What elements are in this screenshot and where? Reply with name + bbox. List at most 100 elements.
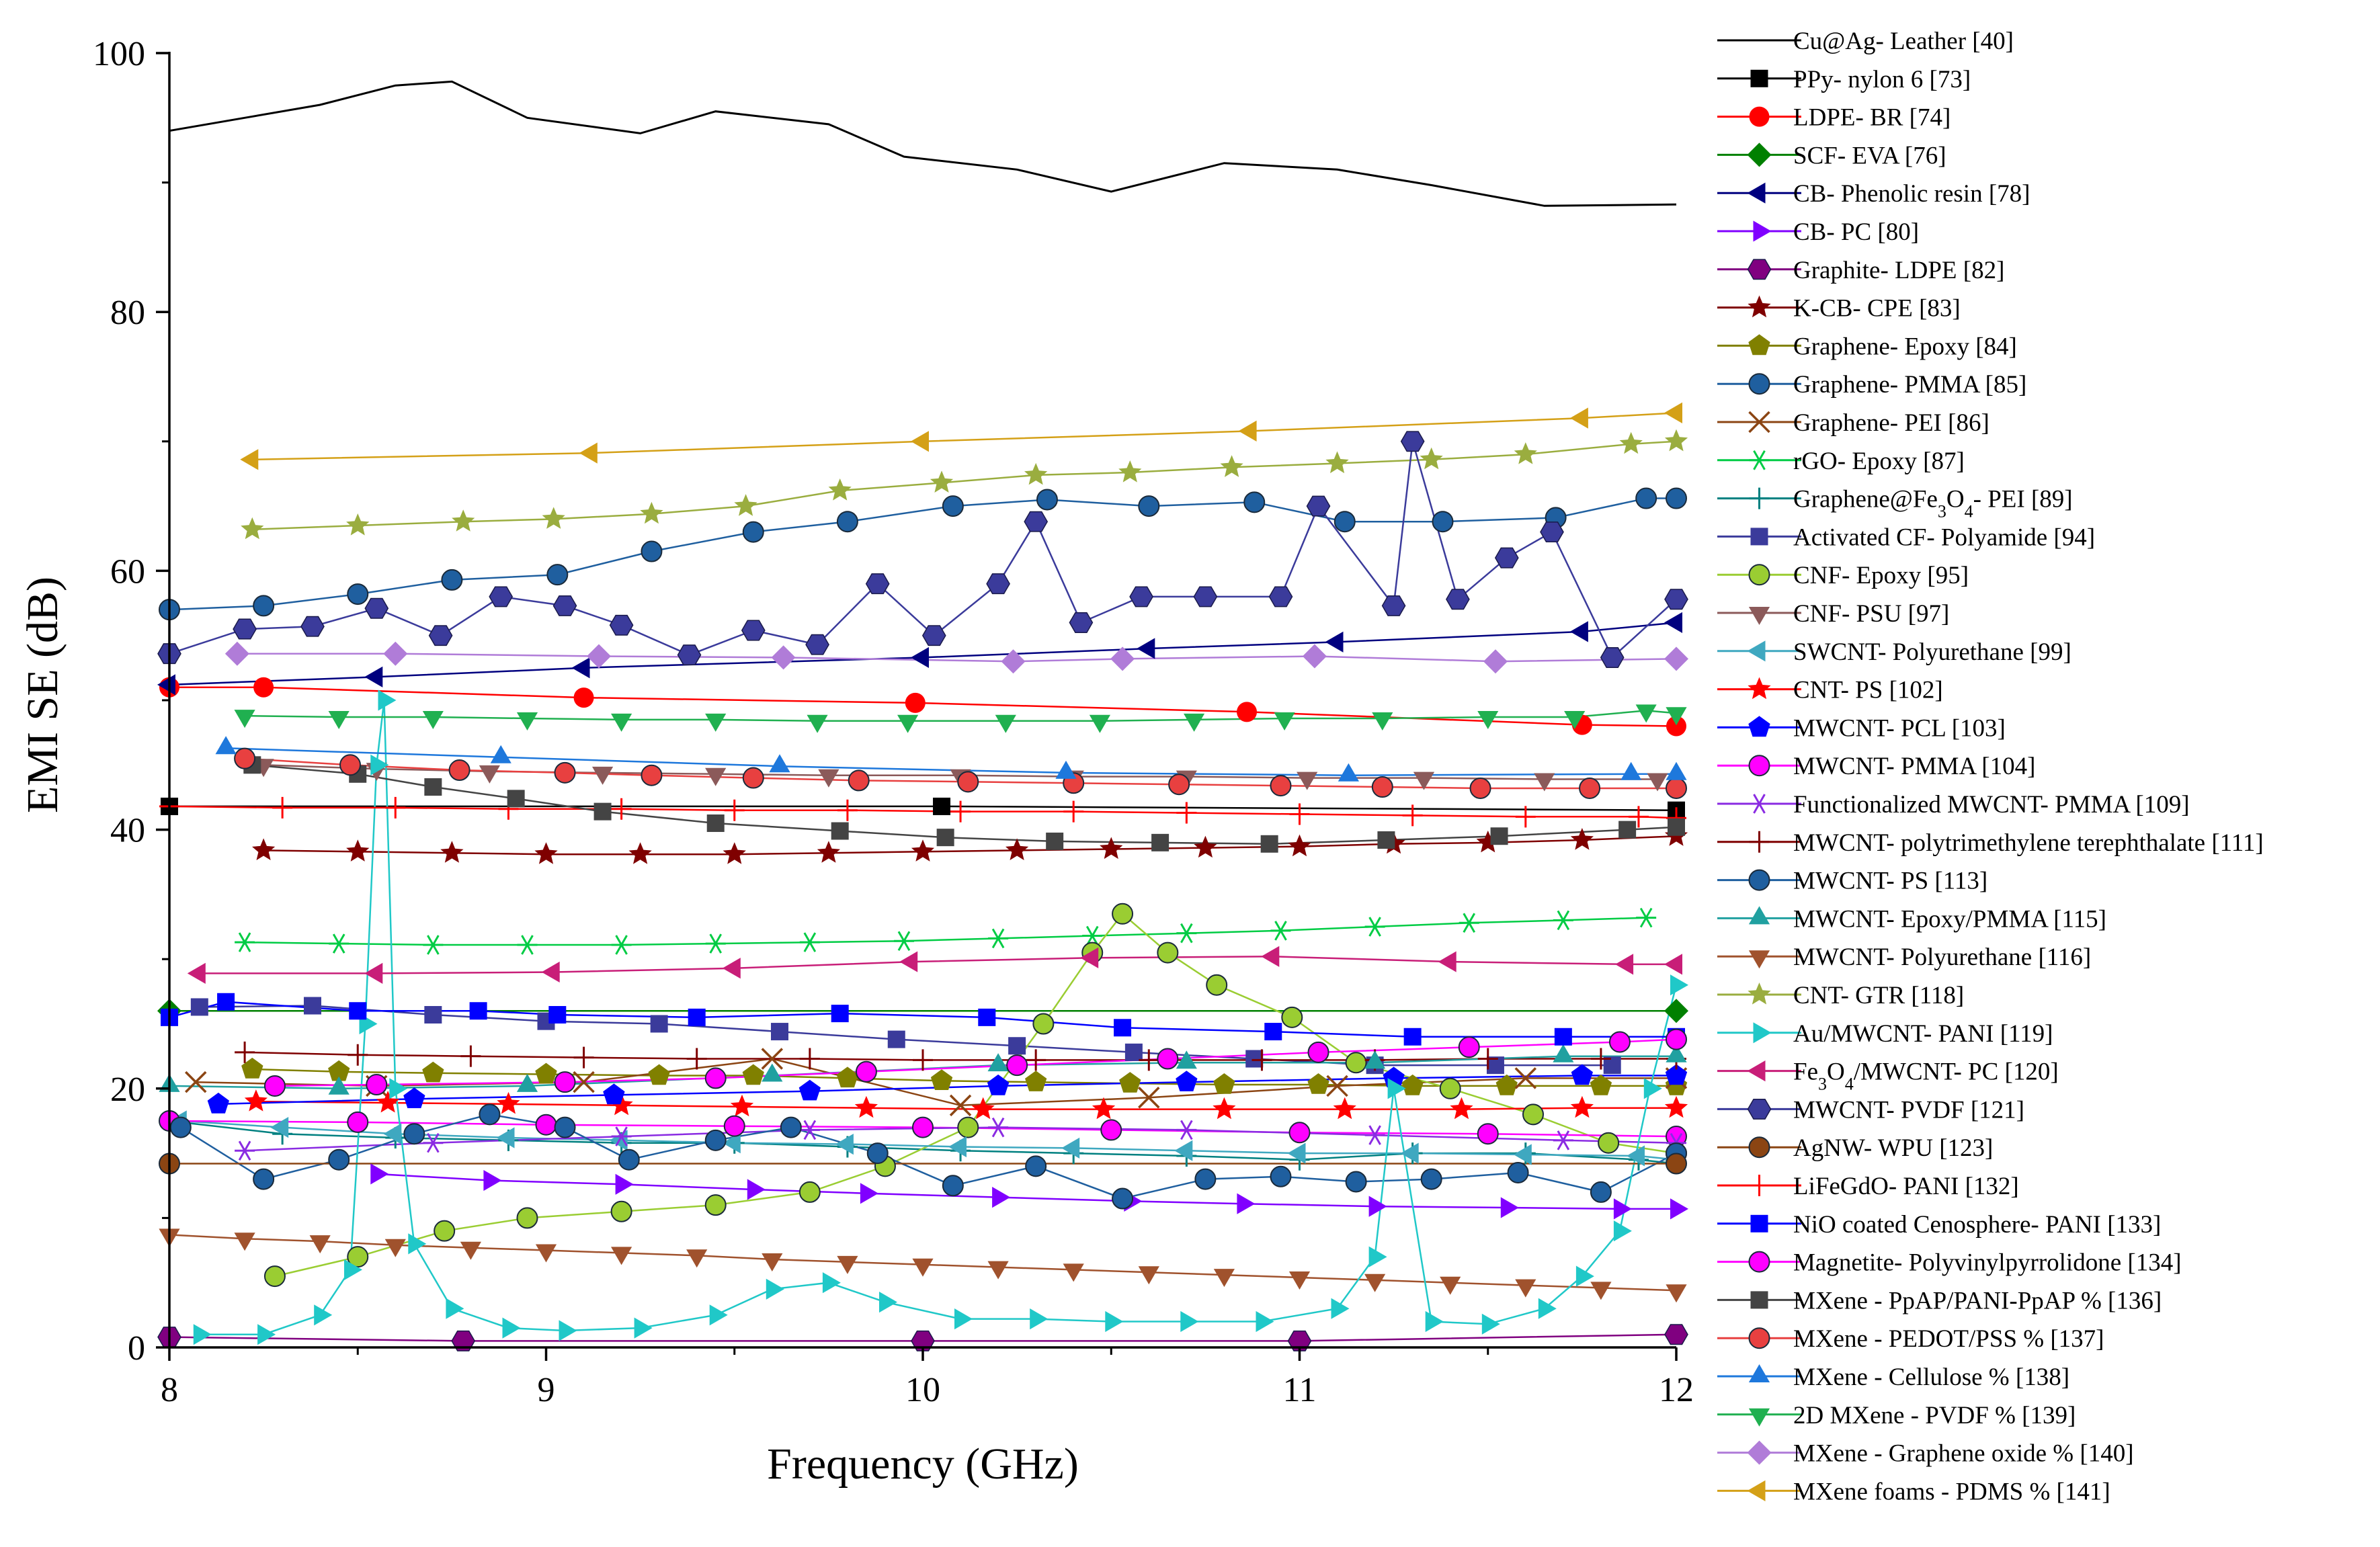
x-tick-label: 10 [905,1371,940,1409]
data-point-au-mwcnt-pani-119 [389,1078,408,1099]
data-point-mwcnt-pvdf-121 [1494,547,1519,569]
legend-label: MXene foams - PDMS % [141] [1793,1478,2110,1505]
data-point-cnf-psu-97 [1534,773,1555,792]
legend-swatch-marker [1750,1214,1768,1232]
data-point-graphene-pmma-85 [1432,511,1454,533]
legend-swatch-marker [1749,106,1770,127]
x-axis-label: Frequency (GHz) [767,1439,1079,1489]
data-point-mwcnt-ps-113 [1270,1165,1292,1187]
data-point-k-cb-cpe-83 [1006,838,1029,860]
data-point-mwcnt-ps-113 [328,1148,350,1171]
data-point-mwcnt-polyurethane-116 [611,1247,632,1265]
data-point-graphene-pmma-85 [1635,487,1657,509]
data-point-rgo-epoxy-87 [1082,925,1103,946]
data-point-mxene-graphene-oxide-140 [587,644,611,669]
data-point-fe3o4-mwcnt-pc-120 [899,951,918,972]
data-point-activated-cf-polyamide-94 [887,1030,905,1048]
data-point-mwcnt-pvdf-121 [364,597,389,619]
legend-swatch-marker [1747,182,1766,204]
legend-label: MXene - Cellulose % [138] [1793,1364,2069,1391]
data-point-graphene-pmma-85 [1243,491,1266,513]
legend-item-cnt-gtr-118: CNT- GTR [118] [1717,982,1964,1009]
data-point-mwcnt-pvdf-121 [986,573,1010,595]
legend-item-k-cb-cpe-83: K-CB- CPE [83] [1717,295,1961,323]
data-point-graphite-ldpe-82 [1664,1324,1688,1345]
legend-swatch-marker [1753,1022,1772,1044]
legend-label: MWCNT- PCL [103] [1793,714,2006,742]
data-point-mwcnt-ps-113 [169,1116,192,1138]
data-point-swcnt-polyurethane-99 [1400,1142,1419,1164]
data-point-mwcnt-epoxy-pmma-115 [762,1063,783,1082]
legend-swatch-marker [1748,950,1770,969]
legend-label: Cu@Ag- Leather [40] [1793,28,2014,55]
data-point-mxene-ppap-pani-ppap-136 [1490,827,1508,845]
data-point-mxene-pedot-pss-137 [1579,777,1601,799]
data-point-mwcnt-ps-113 [1420,1168,1442,1190]
data-point-mwcnt-pvdf-121 [805,634,829,655]
legend-label: MWCNT- Epoxy/PMMA [115] [1793,905,2106,933]
data-point-mwcnt-pvdf-121 [489,586,514,608]
data-point-au-mwcnt-pani-119 [1180,1310,1199,1333]
legend-swatch-marker [1750,69,1768,87]
data-point-mxene-ppap-pani-ppap-136 [936,829,954,847]
legend-item-ldpe-br-74: LDPE- BR [74] [1717,104,1951,132]
data-point-mwcnt-ps-113 [704,1129,727,1151]
data-point-mwcnt-polyurethane-116 [987,1261,1009,1280]
data-point-fe3o4-mwcnt-pc-120 [1438,951,1456,972]
series-line-mxene-foams-pdms-141 [252,412,1677,461]
series-line-au-mwcnt-pani-119 [199,700,1678,1335]
data-point-mwcnt-polyurethane-116 [912,1258,934,1277]
legend-swatch-marker [1749,450,1770,470]
data-point-mwcnt-pcl-103 [798,1079,821,1101]
data-point-cnt-gtr-118 [542,507,565,529]
data-point-activated-cf-polyamide-94 [1124,1043,1143,1061]
legend-item-cu-ag-leather-40: Cu@Ag- Leather [40] [1717,28,2014,55]
data-point-cnf-epoxy-95 [263,1265,286,1288]
x-tick-label: 9 [538,1371,555,1409]
data-point-cnf-psu-97 [479,765,500,784]
legend-item-cnt-ps-102: CNT- PS [102] [1717,677,1943,704]
data-point-au-mwcnt-pani-119 [502,1317,521,1339]
data-point-mwcnt-ps-113 [780,1116,802,1138]
data-point-graphene-epoxy-84 [422,1061,444,1083]
data-point-mxene-pedot-pss-137 [554,761,576,784]
data-point-mxene-foams-pdms-141 [1664,402,1682,423]
data-point-k-cb-cpe-83 [440,841,464,863]
legend-item-lifegdo-pani-132: LiFeGdO- PANI [132] [1717,1173,2019,1200]
data-point-cnt-gtr-118 [828,478,852,501]
data-point-functionalized-mwcnt-pmma-109 [611,1126,632,1146]
y-tick-label: 80 [110,294,145,332]
data-point-cb-phenolic-resin-78 [1137,638,1155,659]
data-point-nio-coated-cenosphere-pani-133 [831,1005,849,1023]
data-point-au-mwcnt-pani-119 [1331,1298,1350,1319]
data-point-mwcnt-polyurethane-116 [1440,1276,1461,1295]
legend-swatch-marker [1748,755,1770,777]
data-point-functionalized-mwcnt-pmma-109 [1176,1120,1197,1140]
data-point-cnt-gtr-118 [1024,462,1048,485]
data-point-cnt-gtr-118 [1325,451,1349,474]
data-point-graphene-epoxy-84 [241,1057,263,1079]
legend-item-cnf-epoxy-95: CNF- Epoxy [95] [1717,562,1969,589]
data-point-k-cb-cpe-83 [534,842,558,864]
data-point-mxene-graphene-oxide-140 [1664,646,1688,671]
legend-swatch-marker [1748,295,1771,318]
data-point-graphene-pmma-85 [942,495,964,517]
data-point-mwcnt-polyurethane-116 [1138,1266,1159,1285]
data-point-mwcnt-epoxy-pmma-115 [1553,1044,1574,1062]
data-point-rgo-epoxy-87 [1176,923,1197,944]
data-point-mwcnt-polytrimethylene-terephthalate-111 [573,1046,594,1069]
data-point-mxene-pedot-pss-137 [1168,774,1190,796]
data-point-mwcnt-pcl-103 [1665,1064,1688,1085]
series-line-cnt-gtr-118 [252,440,1677,531]
data-point-lifegdo-pani-132 [1063,800,1084,823]
y-tick-label: 40 [110,812,145,850]
data-point-cnf-epoxy-95 [957,1116,979,1138]
data-point-mwcnt-polytrimethylene-terephthalate-111 [686,1048,707,1070]
data-point-graphene-pei-86 [761,1048,784,1070]
data-point-lifegdo-pani-132 [1289,803,1310,825]
legend-label: K-CB- CPE [83] [1793,295,1961,323]
data-point-mwcnt-epoxy-pmma-115 [516,1073,538,1092]
data-point-au-mwcnt-pani-119 [1256,1310,1274,1333]
data-point-activated-cf-polyamide-94 [424,1006,442,1024]
data-point-mwcnt-ps-113 [942,1175,964,1197]
